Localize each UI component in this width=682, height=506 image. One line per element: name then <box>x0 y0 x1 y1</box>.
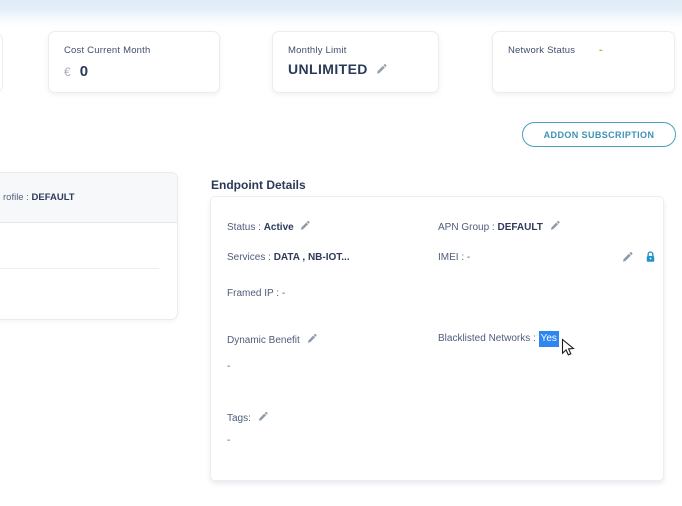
profile-label: rofile : <box>3 192 29 203</box>
edit-tags-icon[interactable] <box>258 411 269 425</box>
framed-ip-value: - <box>281 288 286 299</box>
imei-field: IMEI : - <box>438 252 471 263</box>
network-status-label: Network Status <box>508 45 576 56</box>
network-status-card: Network Status - <box>492 31 675 93</box>
mouse-pointer <box>560 338 577 364</box>
cutoff-card-edge <box>0 33 3 93</box>
blacklisted-networks-field: Blacklisted Networks : Yes <box>438 331 559 347</box>
endpoint-details-card: Status : Active APN Group : DEFAULT Serv… <box>210 196 664 481</box>
profile-value: DEFAULT <box>31 192 75 203</box>
profile-panel: rofile : DEFAULT <box>0 172 178 320</box>
addon-subscription-button[interactable]: ADDON SUBSCRIPTION <box>522 122 676 147</box>
cost-current-month-value: €0 <box>64 63 89 80</box>
panel-divider <box>0 268 159 269</box>
status-field: Status : Active <box>227 220 311 234</box>
edit-imei-icon[interactable] <box>622 250 634 268</box>
tags-field: Tags: <box>227 411 269 425</box>
monthly-limit-value: UNLIMITED <box>288 61 388 78</box>
page-top-band <box>0 0 682 28</box>
apn-group-field: APN Group : DEFAULT <box>438 220 561 234</box>
edit-dynamic-benefit-icon[interactable] <box>307 333 318 347</box>
cost-current-month-card: Cost Current Month €0 <box>48 31 220 93</box>
lock-icon[interactable] <box>644 250 657 269</box>
cost-current-month-label: Cost Current Month <box>64 45 151 56</box>
monthly-limit-label: Monthly Limit <box>288 45 347 56</box>
edit-pencil-icon[interactable] <box>376 62 388 78</box>
dynamic-benefit-value: - <box>227 361 231 372</box>
network-status-value: - <box>599 44 603 56</box>
endpoint-details-title: Endpoint Details <box>211 178 306 192</box>
imei-value: - <box>466 252 471 263</box>
tags-value: - <box>227 435 231 446</box>
profile-row: rofile : DEFAULT <box>0 173 177 223</box>
imei-actions <box>618 249 657 269</box>
edit-apn-icon[interactable] <box>550 220 561 234</box>
euro-symbol: € <box>64 65 71 79</box>
edit-status-icon[interactable] <box>300 220 311 234</box>
services-value: DATA , NB-IOT... <box>273 252 350 263</box>
framed-ip-field: Framed IP : - <box>227 288 286 299</box>
blacklisted-networks-value[interactable]: Yes <box>538 331 559 347</box>
apn-group-value: DEFAULT <box>497 222 543 233</box>
services-field: Services : DATA , NB-IOT... <box>227 252 350 263</box>
status-value: Active <box>263 222 294 233</box>
dynamic-benefit-field: Dynamic Benefit <box>227 333 318 347</box>
monthly-limit-card: Monthly Limit UNLIMITED <box>272 31 439 93</box>
